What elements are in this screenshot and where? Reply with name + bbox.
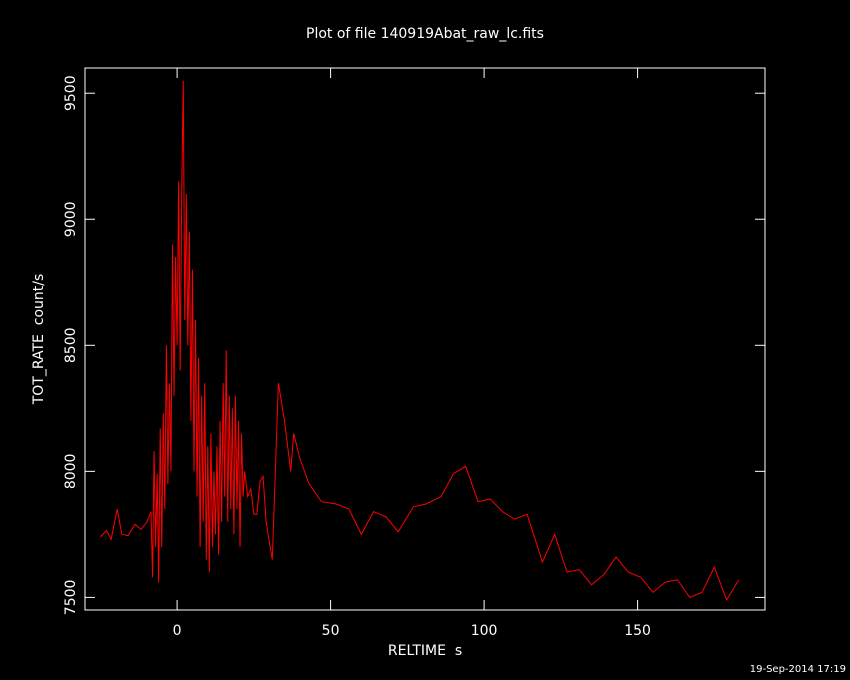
light-curve [99, 80, 740, 602]
x-tick-label: 100 [471, 623, 498, 639]
chart-title: Plot of file 140919Abat_raw_lc.fits [306, 26, 544, 42]
footer-date: 19-Sep-2014 17:19 [750, 664, 846, 675]
x-tick-label: 0 [173, 623, 182, 639]
y-tick-label: 8000 [63, 454, 79, 490]
x-tick-label: 150 [624, 623, 651, 639]
x-axis-label: RELTIME s [388, 643, 462, 659]
y-tick-label: 9000 [63, 201, 79, 237]
y-axis-label: TOT_RATE count/s [31, 274, 47, 406]
x-tick-label: 50 [322, 623, 340, 639]
plot-frame [84, 67, 766, 611]
y-tick-label: 8500 [63, 327, 79, 363]
y-tick-label: 7500 [63, 580, 79, 616]
y-tick-label: 9500 [63, 75, 79, 111]
